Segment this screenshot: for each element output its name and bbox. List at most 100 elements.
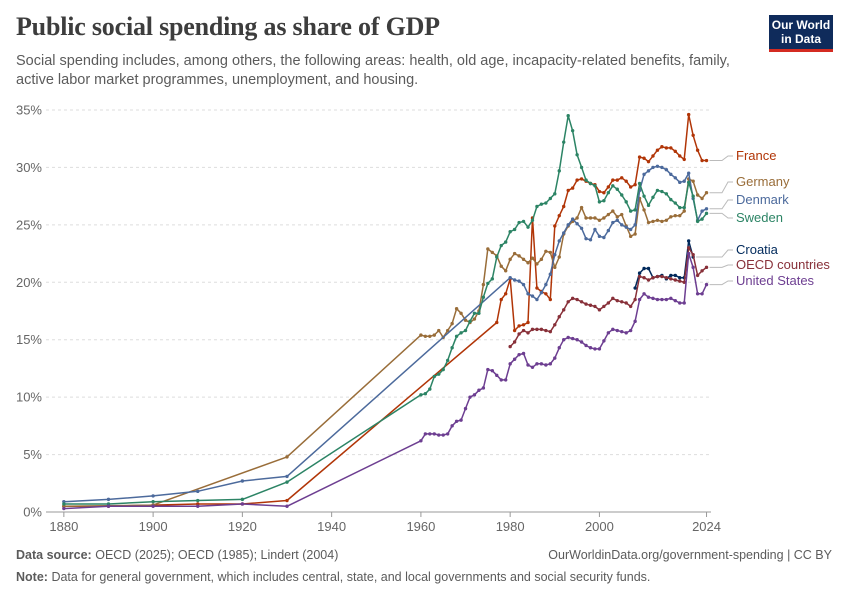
data-point [628,234,633,239]
data-point [579,177,584,181]
data-point [468,395,472,399]
data-point [512,357,517,361]
data-point [637,181,642,186]
series-line [63,114,708,505]
data-point [526,225,530,229]
data-point [673,201,677,205]
data-point [530,365,535,369]
series-france[interactable] [62,112,709,508]
data-point [539,362,544,366]
data-point [575,178,579,182]
legend-label-oecd-countries[interactable]: OECD countries [736,257,830,272]
data-point [557,213,561,218]
data-point [517,254,521,258]
legend-label-sweden[interactable]: Sweden [736,210,783,225]
data-point [704,282,709,287]
series-united-states[interactable] [62,251,709,511]
data-point [700,269,704,273]
data-point [611,184,615,188]
data-point [700,196,704,201]
data-point [530,256,535,260]
y-tick-label: 35% [16,103,42,118]
data-point [553,265,557,270]
data-point [611,327,615,332]
data-point [544,292,548,296]
data-point [588,216,593,220]
data-point [521,219,526,224]
data-point [584,302,588,306]
data-point [611,178,615,182]
y-tick-label: 0% [23,505,42,520]
data-point [597,218,602,222]
data-point [620,212,624,217]
data-point [606,301,611,305]
data-point [700,209,704,213]
legend-label-croatia[interactable]: Croatia [736,242,779,257]
data-point [678,279,682,283]
data-point [575,153,579,157]
data-point [521,257,526,262]
data-point [686,112,691,117]
x-tick-label: 1920 [228,519,257,534]
data-point [691,265,695,270]
data-point [486,281,490,286]
data-point [620,300,624,304]
data-point [593,216,597,220]
data-point [437,328,441,333]
data-point [499,297,503,302]
data-point [285,504,289,508]
data-source-text[interactable]: OECD (2025); OECD (1985); Lindert (2004) [95,548,339,562]
data-point [593,184,597,188]
data-point [570,128,575,133]
data-point [642,172,646,177]
data-point [651,154,655,158]
legend-label-germany[interactable]: Germany [736,174,790,189]
data-source-label: Data source: [16,548,92,562]
data-point [673,273,677,278]
data-point [682,205,686,210]
data-point [517,220,521,225]
y-tick-label: 25% [16,217,42,232]
data-point [548,297,553,302]
data-point [682,280,686,284]
data-point [432,333,436,337]
data-point [682,301,686,305]
data-point [62,506,66,511]
data-point [535,327,539,332]
data-point [526,363,530,367]
data-point [517,332,521,336]
series-line [63,113,707,508]
series-sweden[interactable] [62,114,709,506]
data-point [521,323,526,327]
source-url[interactable]: OurWorldinData.org/government-spending |… [548,548,832,562]
data-point [512,251,517,256]
data-point [285,474,289,479]
data-point [566,223,570,227]
data-point [463,328,468,333]
data-point [637,274,642,279]
data-point [646,295,651,299]
series-oecd-countries[interactable] [508,246,709,349]
data-point [490,369,495,373]
data-point [535,297,539,302]
legend-label-united-states[interactable]: United States [736,273,815,288]
series-denmark[interactable] [62,164,709,504]
data-point [535,262,539,266]
x-tick-label: 2000 [585,519,614,534]
data-point [669,146,673,150]
legend-connector [709,155,733,162]
data-point [695,193,700,197]
data-point [512,340,517,344]
data-point [633,208,637,212]
data-point [459,418,463,422]
legend-label-denmark[interactable]: Denmark [736,192,789,207]
legend-label-france[interactable]: France [736,148,776,163]
owid-logo[interactable]: Our World in Data [769,15,833,52]
data-point [673,213,677,218]
data-point [669,215,673,219]
data-point [593,304,597,309]
series-germany[interactable] [62,177,709,508]
data-point [490,277,495,281]
x-axis: 1880 1900 1920 1940 1960 1980 2000 2024 [49,512,721,534]
